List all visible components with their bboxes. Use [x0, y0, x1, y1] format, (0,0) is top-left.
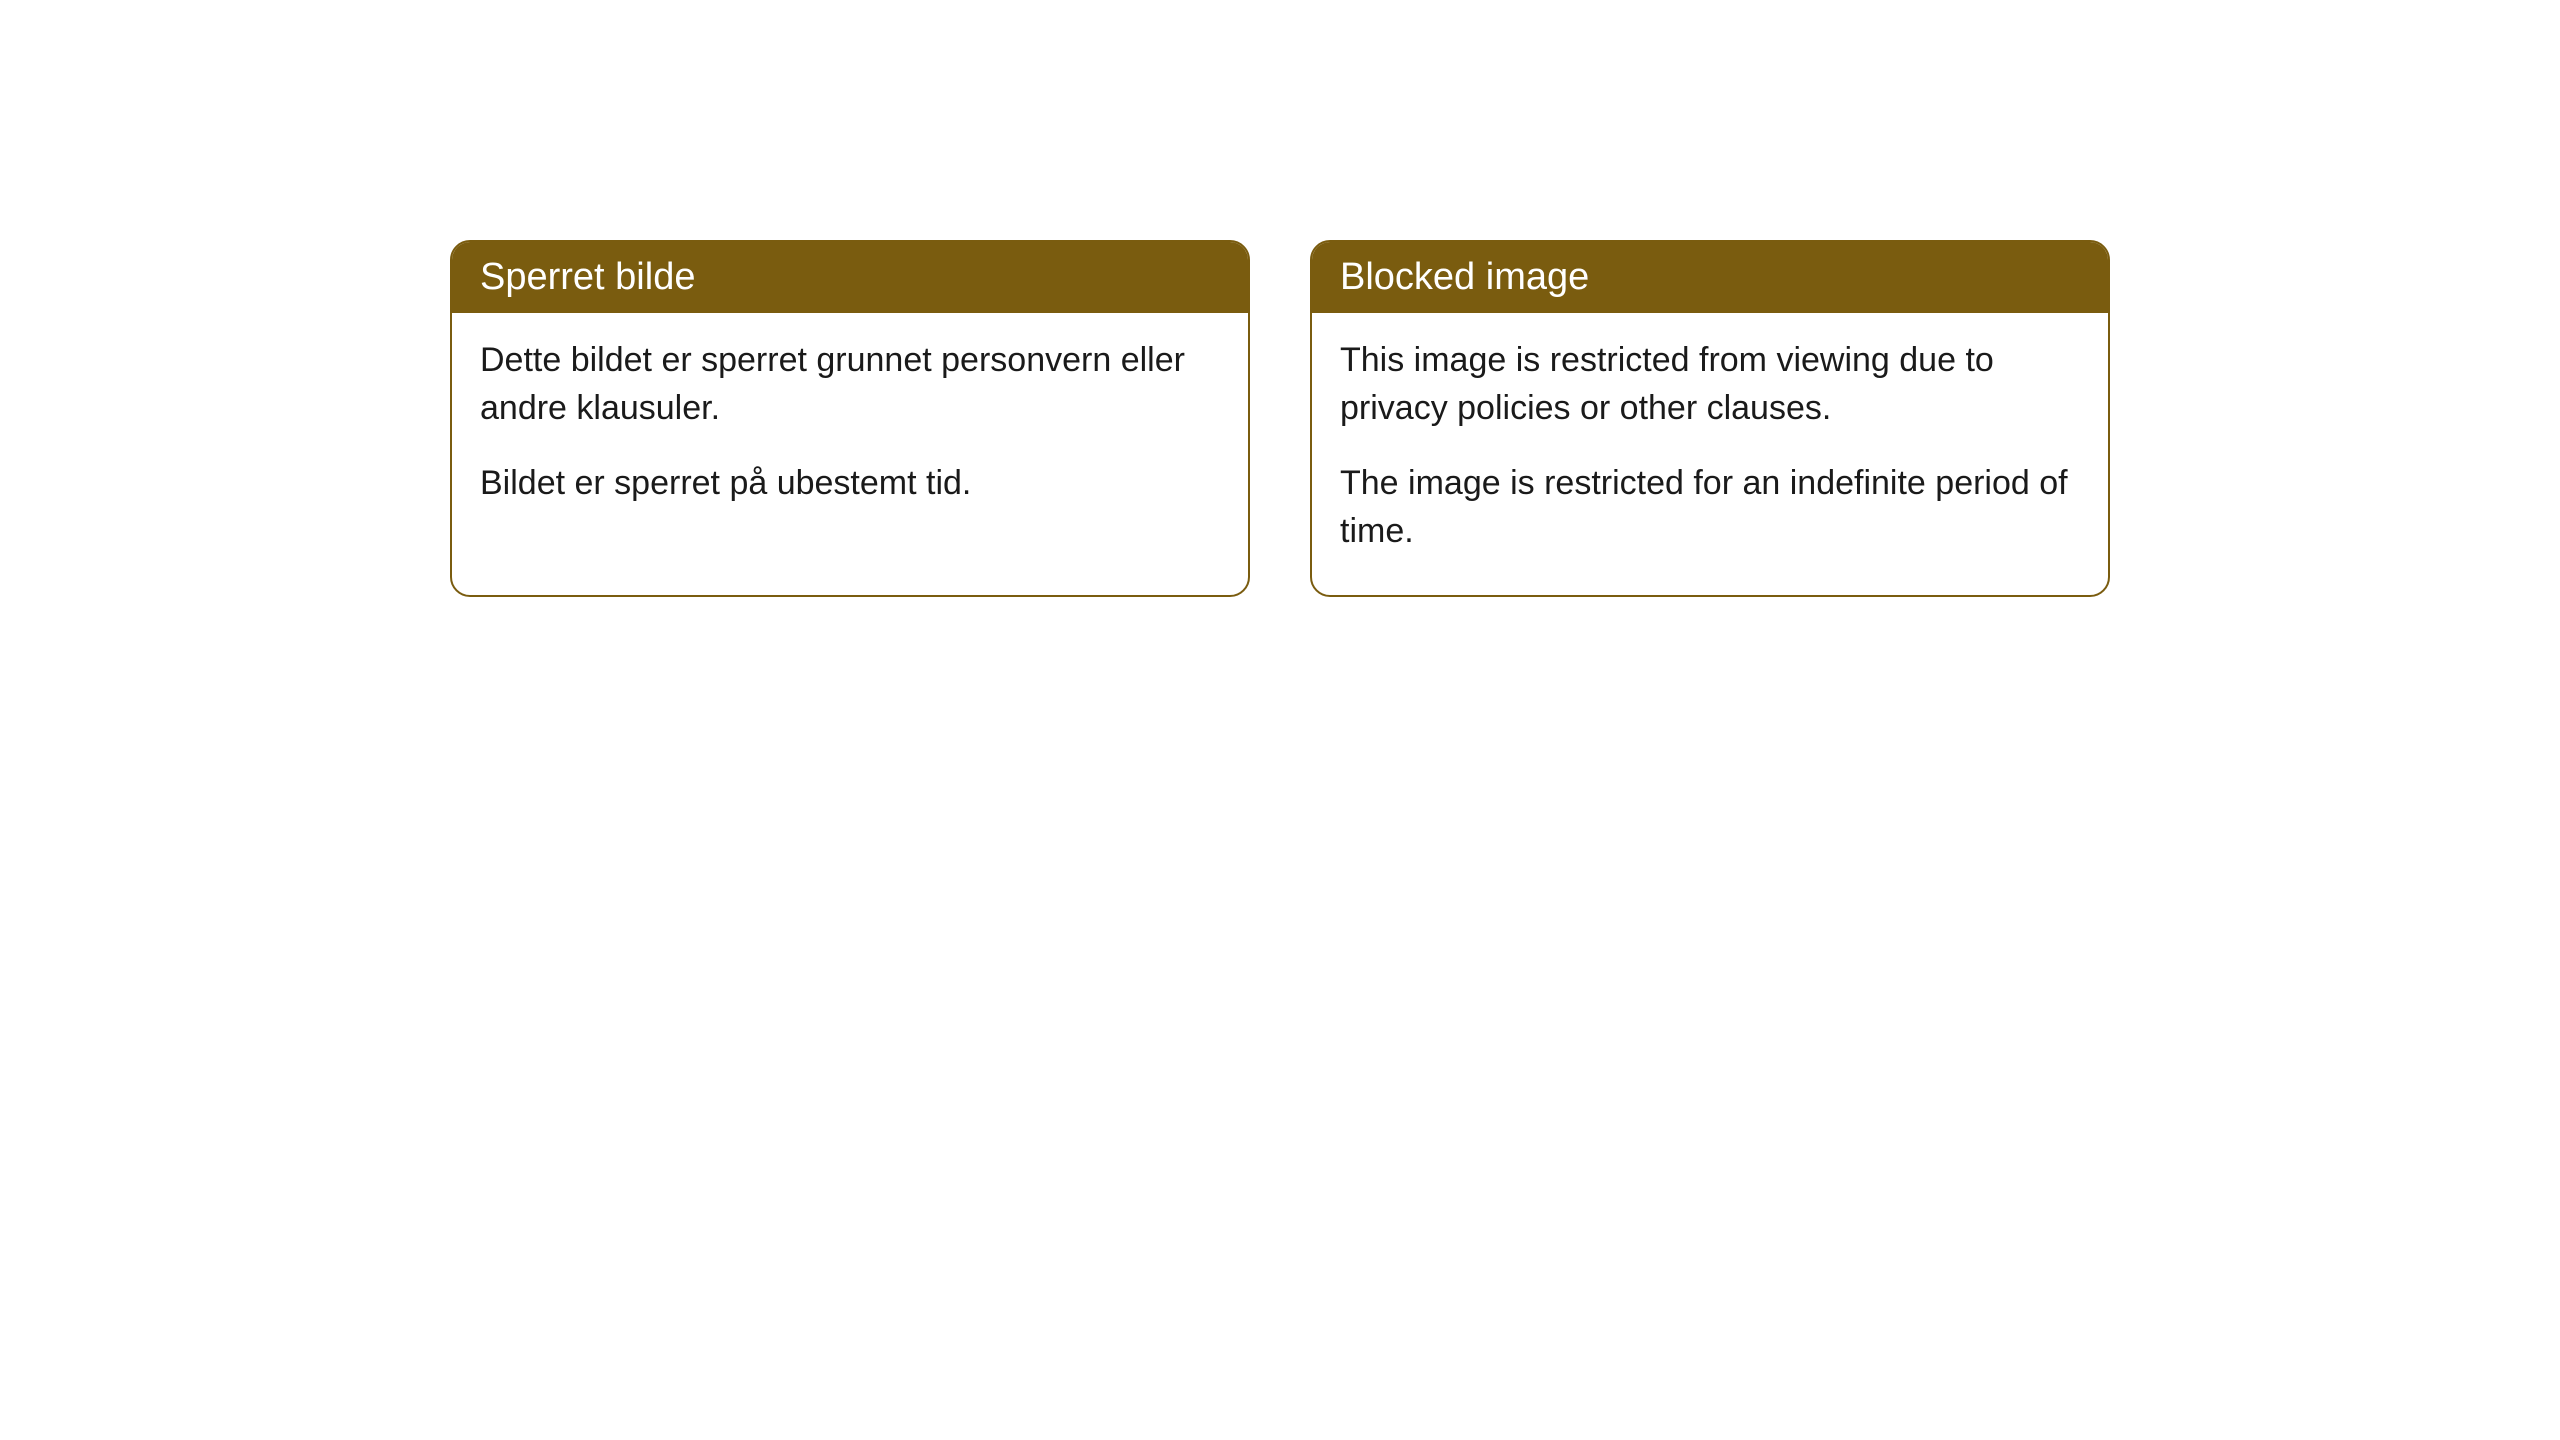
card-header: Blocked image [1312, 242, 2108, 313]
card-paragraph: This image is restricted from viewing du… [1340, 337, 2080, 432]
card-paragraph: Bildet er sperret på ubestemt tid. [480, 460, 1220, 508]
card-title: Sperret bilde [480, 256, 695, 298]
blocked-image-card-norwegian: Sperret bilde Dette bildet er sperret gr… [450, 240, 1250, 597]
card-header: Sperret bilde [452, 242, 1248, 313]
cards-container: Sperret bilde Dette bildet er sperret gr… [450, 240, 2560, 597]
card-body: This image is restricted from viewing du… [1312, 313, 2108, 595]
blocked-image-card-english: Blocked image This image is restricted f… [1310, 240, 2110, 597]
card-paragraph: The image is restricted for an indefinit… [1340, 460, 2080, 555]
card-title: Blocked image [1340, 256, 1589, 298]
card-paragraph: Dette bildet er sperret grunnet personve… [480, 337, 1220, 432]
card-body: Dette bildet er sperret grunnet personve… [452, 313, 1248, 548]
